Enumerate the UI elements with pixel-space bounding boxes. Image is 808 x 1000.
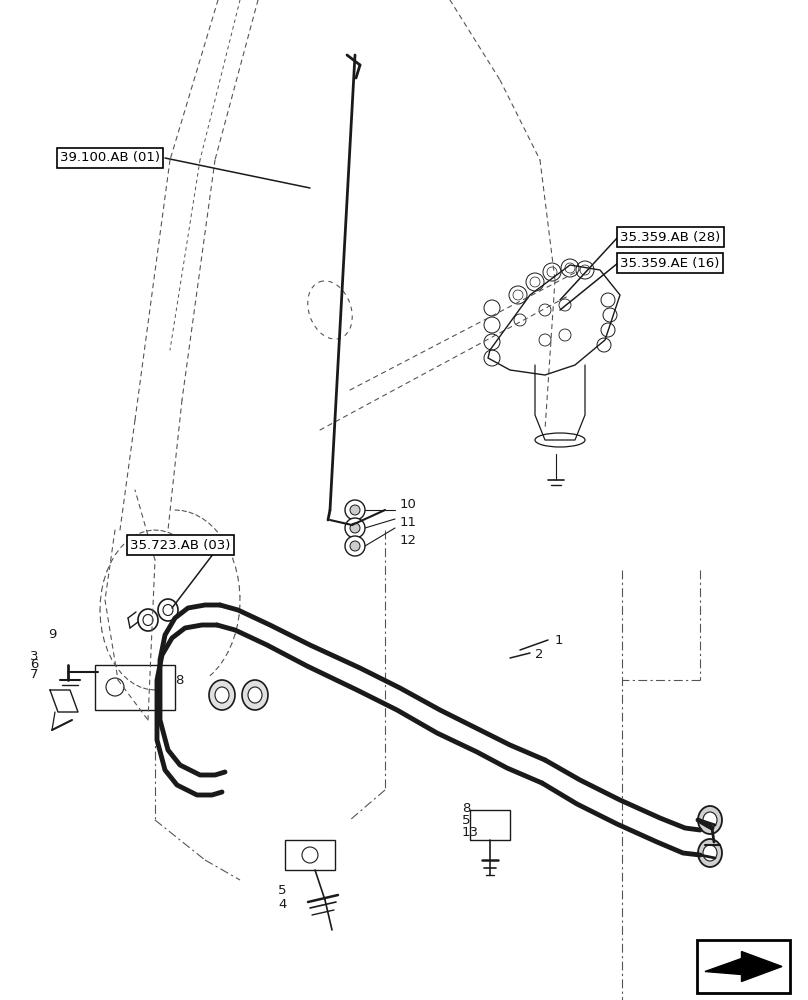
Bar [95, 665, 175, 710]
Circle shape [350, 523, 360, 533]
Ellipse shape [215, 687, 229, 703]
Text: 12: 12 [400, 534, 417, 548]
Text: 8: 8 [175, 674, 183, 686]
Text: 11: 11 [400, 516, 417, 530]
Text: 4: 4 [278, 898, 286, 912]
Text: 5: 5 [462, 814, 470, 826]
Text: 3: 3 [30, 650, 39, 664]
Text: 35.359.AB (28): 35.359.AB (28) [620, 231, 720, 243]
Text: 2: 2 [535, 648, 544, 662]
Ellipse shape [698, 806, 722, 834]
Ellipse shape [698, 839, 722, 867]
Polygon shape [705, 952, 782, 982]
Circle shape [302, 847, 318, 863]
Circle shape [345, 518, 365, 538]
Ellipse shape [242, 680, 268, 710]
Bar [285, 840, 335, 870]
Text: 35.723.AB (03): 35.723.AB (03) [130, 538, 230, 552]
Text: 7: 7 [30, 668, 39, 682]
Text: 39.100.AB (01): 39.100.AB (01) [60, 151, 160, 164]
Text: 6: 6 [30, 658, 38, 672]
Text: 9: 9 [48, 629, 57, 642]
Circle shape [350, 505, 360, 515]
Circle shape [345, 500, 365, 520]
Circle shape [106, 678, 124, 696]
Text: 10: 10 [400, 498, 417, 512]
Ellipse shape [209, 680, 235, 710]
Text: 8: 8 [462, 802, 470, 814]
Ellipse shape [703, 812, 717, 828]
Circle shape [350, 541, 360, 551]
Ellipse shape [703, 845, 717, 861]
Text: 5: 5 [278, 884, 287, 896]
Ellipse shape [248, 687, 262, 703]
Text: 1: 1 [555, 634, 563, 647]
Text: 35.359.AE (16): 35.359.AE (16) [620, 256, 719, 269]
Circle shape [345, 536, 365, 556]
Bar [697, 940, 790, 993]
Bar [470, 810, 510, 840]
Text: 13: 13 [462, 826, 479, 838]
